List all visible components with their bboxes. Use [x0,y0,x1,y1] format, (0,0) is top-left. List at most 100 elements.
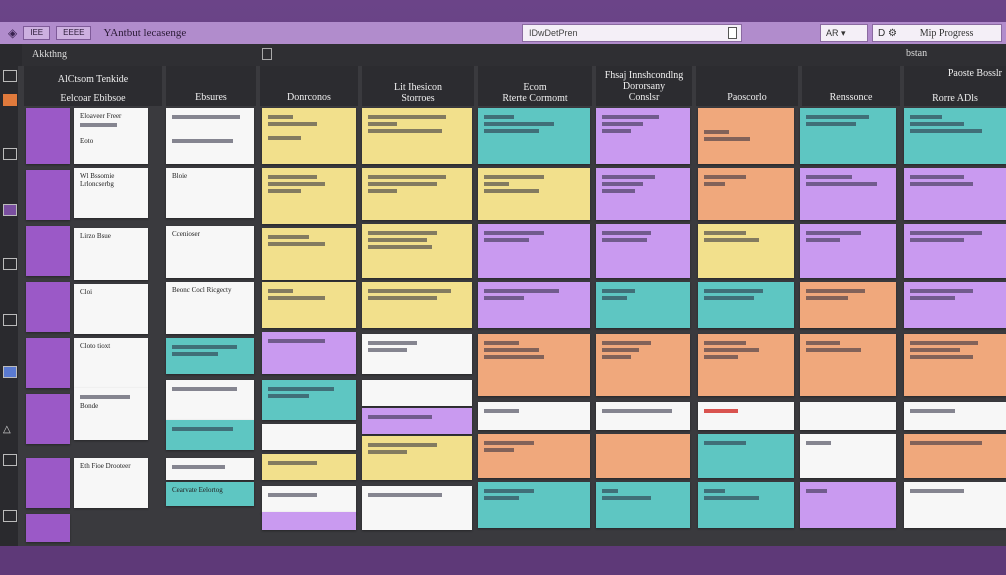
task-card[interactable] [800,224,896,278]
task-card[interactable] [698,168,794,220]
color-swatch-card[interactable] [26,282,70,332]
column-header-7[interactable]: Paoscorlo [696,66,798,106]
task-card[interactable] [698,434,794,478]
task-card[interactable] [262,282,356,328]
task-card[interactable] [478,334,590,396]
task-card[interactable] [362,224,472,278]
color-swatch-card[interactable] [26,226,70,276]
document-icon[interactable] [728,27,737,39]
color-swatch-card[interactable] [26,170,70,220]
task-card[interactable] [362,168,472,220]
task-card[interactable]: Ccenioser [166,226,254,278]
task-card[interactable] [166,458,254,480]
task-card[interactable] [166,108,254,164]
task-card[interactable] [596,402,690,430]
task-card[interactable] [596,282,690,328]
task-card[interactable] [478,108,590,164]
task-card[interactable] [698,334,794,396]
task-card[interactable] [262,168,356,224]
column-header-5[interactable]: Ecom Rterte Cormomt [478,66,592,106]
task-card[interactable] [698,482,794,528]
task-card[interactable] [262,108,356,164]
task-card[interactable] [800,434,896,478]
task-card[interactable] [362,108,472,164]
task-card[interactable] [478,168,590,220]
task-card[interactable]: Eth Fioe Drooteer [74,458,148,508]
progress-box[interactable]: D ⚙ Mip Progress [872,24,1002,42]
triangle-icon[interactable]: △ [3,424,11,435]
task-card[interactable] [596,108,690,164]
task-card[interactable] [166,338,254,374]
chart-icon[interactable] [3,148,17,160]
task-card[interactable] [262,454,356,480]
task-card[interactable] [904,482,1006,528]
task-card[interactable] [262,486,356,514]
task-card[interactable] [904,108,1006,164]
task-card[interactable] [478,402,590,430]
task-card[interactable] [362,380,472,406]
task-card[interactable] [478,482,590,528]
curve-icon[interactable] [3,314,17,326]
color-swatch-card[interactable] [26,514,70,542]
task-card[interactable] [698,282,794,328]
color-swatch-card[interactable] [26,394,70,444]
color-swatch-card[interactable] [26,458,70,508]
task-card[interactable]: Eloaveer Freer Eoto [74,108,148,164]
task-card[interactable] [362,334,472,374]
task-card[interactable] [800,334,896,396]
task-card[interactable]: Cearvate Eelortog [166,482,254,506]
task-card[interactable] [698,224,794,278]
column-header-1[interactable]: AlCtsom Tenkide Eelcoar Ebibsoe [24,66,162,106]
task-card[interactable] [800,402,896,430]
task-card[interactable] [478,224,590,278]
task-card[interactable] [596,224,690,278]
task-card[interactable] [262,380,356,420]
task-card[interactable]: Cloi [74,284,148,334]
task-card[interactable] [698,402,794,430]
task-card[interactable] [596,482,690,528]
task-card[interactable] [596,168,690,220]
task-card[interactable] [166,380,254,420]
task-card[interactable]: Lirzo Bsue [74,228,148,280]
color-swatch-card[interactable] [26,108,70,164]
column-header-3[interactable]: Donrconos [260,66,358,106]
column-header-8[interactable]: Renssonce [802,66,900,106]
calendar-icon[interactable] [3,510,17,522]
task-card[interactable] [362,408,472,434]
column-header-9[interactable]: Paoste Bosslr Rorre ADls [904,66,1006,106]
search-input[interactable]: IDwDetPren [522,24,742,42]
monitor-icon[interactable] [3,366,17,378]
task-card[interactable] [166,420,254,450]
filter-dropdown[interactable]: AR ▾ [820,24,868,42]
column-header-4[interactable]: Lit Ihesicon Storroes [362,66,474,106]
column-header-2[interactable]: Ebsures [166,66,256,106]
task-card[interactable] [904,168,1006,220]
task-card[interactable] [800,282,896,328]
column-header-6[interactable]: Fhsaj Innshcondlng Dororsany Conslsr [596,66,692,106]
task-card[interactable] [478,282,590,328]
task-card[interactable] [596,334,690,396]
task-card[interactable] [904,282,1006,328]
task-card[interactable] [262,332,356,374]
task-card[interactable]: Bonde [74,388,148,440]
list-icon[interactable] [3,454,17,466]
task-card[interactable] [596,434,690,478]
graph-icon[interactable] [3,258,17,270]
flag-icon[interactable] [3,94,17,106]
task-card[interactable] [698,108,794,164]
task-card[interactable] [362,436,472,480]
task-card[interactable]: Cloto tioxt [74,338,148,388]
task-card[interactable] [904,434,1006,478]
task-card[interactable] [262,424,356,450]
task-card[interactable] [478,434,590,478]
task-card[interactable] [362,486,472,530]
image-icon[interactable] [3,204,17,216]
task-card[interactable] [800,108,896,164]
task-card[interactable] [904,224,1006,278]
task-card[interactable] [904,334,1006,396]
grid-icon[interactable] [3,70,17,82]
grid-icon[interactable] [262,48,272,60]
task-card[interactable]: Wl Bssomie Lrloncserbg [74,168,148,218]
color-swatch-card[interactable] [26,338,70,388]
tab-button-1[interactable]: IEE [23,26,51,40]
